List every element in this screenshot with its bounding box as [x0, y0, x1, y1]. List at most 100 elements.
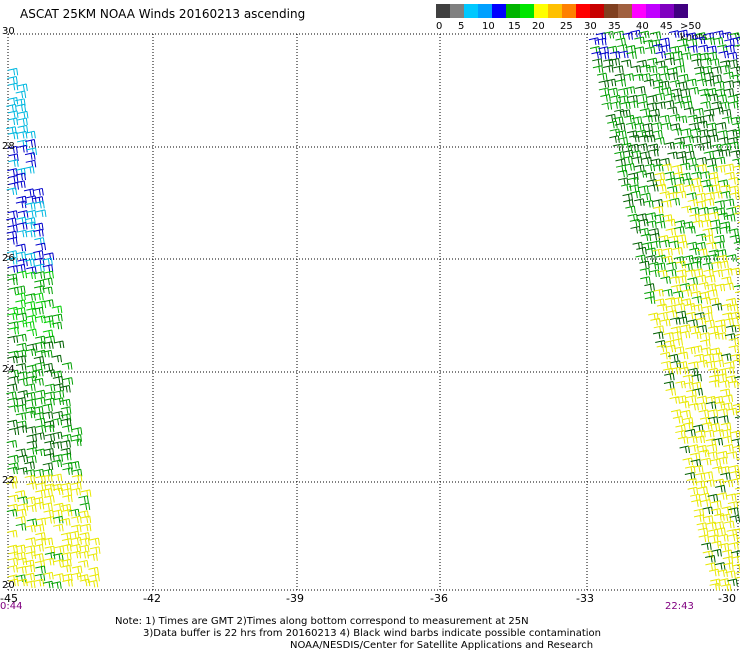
wind-barb: [654, 136, 665, 145]
wind-barb: [7, 224, 18, 233]
wind-barb: [16, 342, 28, 351]
wind-barb: [35, 424, 47, 433]
wind-barb: [69, 460, 80, 469]
wind-barb: [87, 553, 98, 561]
wind-barb: [33, 257, 45, 266]
wind-barb: [34, 417, 46, 426]
wind-barb: [15, 448, 27, 457]
wind-barb: [15, 363, 27, 371]
wind-barb: [7, 76, 18, 84]
wind-barb: [7, 466, 18, 475]
wind-barb: [720, 472, 731, 480]
wind-barb: [707, 289, 718, 297]
lon-label-30: -30: [718, 592, 736, 605]
wind-barb: [701, 57, 712, 66]
wind-barb: [717, 408, 729, 416]
wind-barb: [685, 225, 696, 234]
wind-barb: [652, 248, 664, 257]
wind-barb: [23, 188, 35, 196]
wind-barb: [679, 282, 691, 291]
wind-barb: [720, 583, 732, 592]
wind-barb: [43, 270, 54, 279]
scale-swatch: [674, 4, 688, 18]
wind-barb: [698, 282, 710, 290]
wind-barb: [696, 78, 708, 87]
wind-barb: [33, 250, 44, 258]
wind-barb: [675, 190, 687, 199]
wind-barb: [628, 172, 639, 180]
wind-barb: [713, 478, 725, 487]
wind-barb: [51, 417, 63, 426]
wind-barb: [6, 230, 18, 239]
wind-barb: [610, 94, 622, 103]
wind-barb: [737, 178, 740, 181]
wind-barb: [616, 130, 627, 138]
scale-label: 10: [482, 21, 495, 32]
wind-barb: [707, 409, 719, 417]
wind-barb: [15, 396, 27, 405]
wind-barb: [35, 482, 47, 490]
wind-barb: [717, 569, 728, 577]
wind-barb: [715, 484, 726, 493]
wind-barb: [15, 412, 27, 420]
wind-barb: [603, 30, 615, 39]
wind-barb: [617, 44, 628, 52]
wind-barb: [622, 149, 634, 158]
wind-barb: [686, 192, 697, 200]
note-line-2: 3)Data buffer is 22 hrs from 20160213 4)…: [143, 628, 601, 639]
wind-barb: [676, 115, 688, 124]
wind-barb: [639, 108, 651, 116]
wind-barb: [35, 315, 46, 323]
wind-barb: [671, 88, 682, 96]
wind-barb: [25, 496, 36, 505]
wind-barb: [674, 226, 685, 234]
wind-barb: [719, 465, 730, 474]
wind-barb: [728, 542, 739, 550]
wind-barb: [672, 290, 684, 299]
wind-barb: [682, 143, 694, 152]
wind-barb: [617, 177, 629, 186]
wind-barb: [720, 184, 731, 193]
wind-barb: [7, 503, 19, 512]
wind-barb: [24, 410, 36, 419]
wind-barb: [598, 51, 610, 60]
wind-barb: [33, 501, 45, 510]
wind-barb: [696, 156, 707, 165]
wind-barb: [636, 93, 648, 102]
wind-barb: [708, 176, 720, 185]
wind-barb: [25, 202, 36, 210]
wind-barb: [721, 276, 732, 284]
wind-barb: [670, 284, 682, 293]
wind-barb: [654, 172, 666, 180]
wind-barb: [655, 101, 666, 109]
wind-barb: [703, 234, 714, 243]
wind-barb: [640, 64, 651, 73]
wind-barb: [725, 324, 737, 333]
wind-barb: [706, 443, 718, 452]
wind-barb: [638, 30, 650, 39]
footnotes: Note: 1) Times are GMT 2)Times along bot…: [115, 616, 601, 652]
wind-barb: [718, 533, 729, 542]
wind-barb: [685, 428, 696, 437]
wind-barb: [7, 237, 18, 245]
wind-barb: [649, 39, 661, 47]
wind-barb: [712, 465, 723, 474]
wind-barb: [678, 400, 690, 409]
wind-barb: [675, 234, 687, 242]
wind-barb: [692, 464, 704, 473]
wind-barb: [694, 472, 706, 481]
wind-barb: [7, 277, 18, 286]
time-label-right: 22:43: [665, 601, 694, 612]
wind-barb: [695, 274, 707, 283]
wind-barb: [62, 578, 73, 587]
wind-barb: [736, 458, 740, 461]
wind-barb: [33, 292, 44, 301]
wind-barb: [25, 130, 36, 139]
wind-barb: [714, 401, 726, 409]
wind-barb: [734, 576, 740, 579]
wind-barb: [52, 313, 63, 322]
wind-barb: [674, 65, 686, 73]
wind-barb: [732, 158, 740, 166]
wind-barb: [728, 337, 740, 346]
wind-barb: [723, 88, 735, 96]
